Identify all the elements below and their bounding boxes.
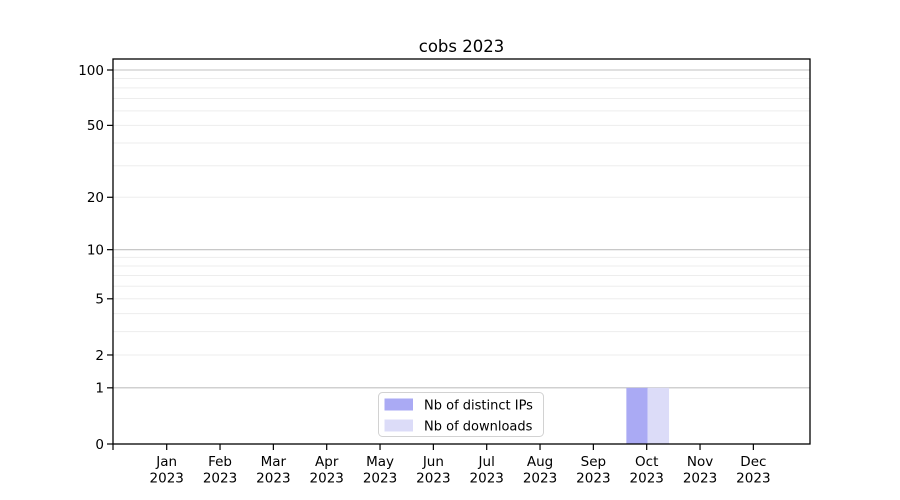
x-tick-label-month: Mar: [261, 454, 287, 470]
x-tick-label-month: Sep: [581, 454, 606, 470]
x-tick-label-year: 2023: [683, 471, 717, 487]
y-tick-label: 5: [95, 292, 104, 308]
x-tick-label-year: 2023: [630, 471, 664, 487]
x-tick-label-month: Nov: [687, 454, 713, 470]
x-tick-label-month: Apr: [315, 454, 339, 470]
x-tick-label-month: May: [366, 454, 394, 470]
bar-downloads: [647, 387, 670, 444]
x-tick-label-year: 2023: [416, 471, 450, 487]
y-tick-label: 1: [95, 381, 104, 397]
y-tick-label: 0: [95, 437, 104, 453]
x-tick-label-year: 2023: [576, 471, 610, 487]
x-tick-label-month: Jul: [478, 454, 495, 470]
x-tick-label-month: Oct: [635, 454, 658, 470]
x-tick-label-month: Jun: [422, 454, 444, 470]
chart-title: cobs 2023: [419, 37, 504, 56]
bars: [626, 387, 670, 444]
x-tick-label-year: 2023: [363, 471, 397, 487]
x-tick-label-year: 2023: [736, 471, 770, 487]
legend-label-downloads: Nb of downloads: [424, 420, 533, 435]
minor-gridlines: [113, 77, 810, 356]
x-tick-label-month: Dec: [740, 454, 766, 470]
y-tick-label: 100: [78, 63, 104, 79]
legend: Nb of distinct IPs Nb of downloads: [378, 392, 544, 437]
y-tick-label: 10: [87, 242, 104, 258]
x-tick-label-year: 2023: [256, 471, 290, 487]
major-gridlines: [113, 69, 810, 389]
y-tick-label: 50: [87, 118, 104, 134]
legend-box: [378, 392, 544, 437]
legend-swatch-downloads: [384, 419, 413, 432]
x-tick-label-year: 2023: [150, 471, 184, 487]
y-tick-label: 20: [87, 190, 104, 206]
legend-swatch-distinct-ips: [384, 398, 413, 411]
x-tick-label-year: 2023: [523, 471, 557, 487]
legend-label-distinct-ips: Nb of distinct IPs: [424, 399, 533, 414]
x-tick-label-month: Feb: [208, 454, 232, 470]
x-tick-label-year: 2023: [203, 471, 237, 487]
x-tick-label-year: 2023: [470, 471, 504, 487]
plot-border: [112, 58, 811, 445]
x-tick-label-month: Jan: [155, 454, 177, 470]
bar-distinct-ips: [626, 387, 648, 444]
y-tick-label: 2: [95, 348, 104, 364]
x-tick-label-year: 2023: [310, 471, 344, 487]
x-tick-label-month: Aug: [527, 454, 553, 470]
axis-ticks: 0125102050100Jan2023Feb2023Mar2023Apr202…: [78, 63, 770, 487]
